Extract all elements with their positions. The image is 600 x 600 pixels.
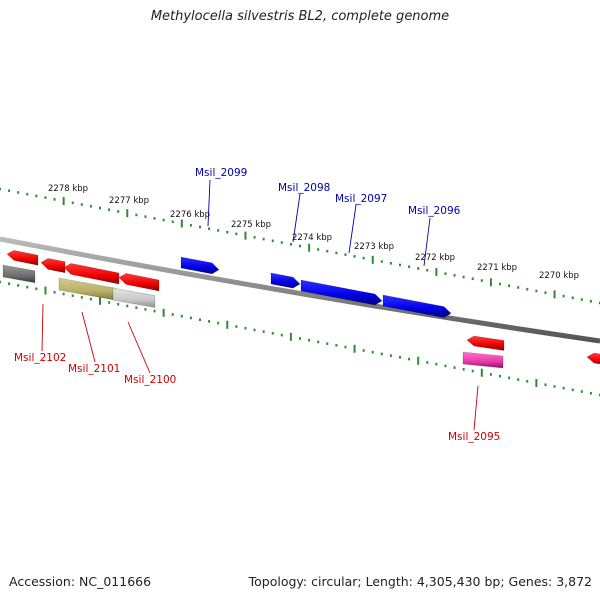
scale-labels: 2278 kbp 2277 kbp 2276 kbp 2275 kbp 2274 kbp… [48,184,579,281]
topology-summary: Topology: circular; Length: 4,305,430 bp… [248,574,592,589]
scale-label: 2272 kbp [415,253,455,263]
forward-leader-line [292,193,301,243]
forward-leader-line [348,204,357,254]
reverse-gene-label: Msil_2102 [14,352,66,364]
gene-features [2,250,600,369]
reverse-gene-msil-2102 [2,264,36,284]
gene-labels: Msil_2099 Msil_2098 Msil_2097 Msil_2096 Msil… [14,167,500,443]
reverse-gene-label: Msil_2100 [124,374,176,386]
reverse-gene [586,352,600,365]
forward-gene-msil-2097 [300,279,383,306]
reverse-leader-line [81,311,96,363]
reverse-gene-msil-2100 [112,287,156,308]
reverse-gene [466,335,505,351]
forward-gene-label: Msil_2097 [335,193,387,205]
forward-leader-line [423,217,431,267]
reverse-gene-label: Msil_2095 [448,431,500,443]
label-leader-lines [41,179,479,431]
inner-tick-ring [0,280,600,397]
accession-text: Accession: NC_011666 [9,574,152,589]
reverse-gene [118,273,160,292]
reverse-leader-line [473,385,479,431]
scale-label: 2278 kbp [48,184,88,194]
outer-tick-ring [0,187,600,305]
scale-label: 2270 kbp [539,271,579,281]
forward-gene-label: Msil_2096 [408,205,461,217]
map-title: Methylocella silvestris BL2, complete ge… [150,9,450,24]
forward-gene-msil-2096 [382,294,452,318]
scale-label: 2274 kbp [292,233,332,243]
genome-backbone [0,236,600,344]
reverse-leader-line [41,303,44,352]
reverse-gene-label: Msil_2101 [68,363,120,375]
reverse-gene [63,263,120,285]
reverse-gene-msil-2095 [462,351,504,369]
forward-leader-line [207,179,211,227]
reverse-gene [6,250,39,266]
forward-gene-label: Msil_2099 [195,167,247,179]
scale-label: 2275 kbp [231,220,271,230]
forward-gene-msil-2098 [270,272,301,289]
reverse-gene [40,258,66,274]
scale-label: 2273 kbp [354,242,394,252]
scale-label: 2277 kbp [109,196,149,206]
reverse-leader-line [127,321,151,374]
forward-gene-msil-2099 [180,256,220,275]
scale-label: 2271 kbp [477,263,517,273]
scale-label: 2276 kbp [170,210,210,220]
forward-gene-label: Msil_2098 [278,182,330,194]
